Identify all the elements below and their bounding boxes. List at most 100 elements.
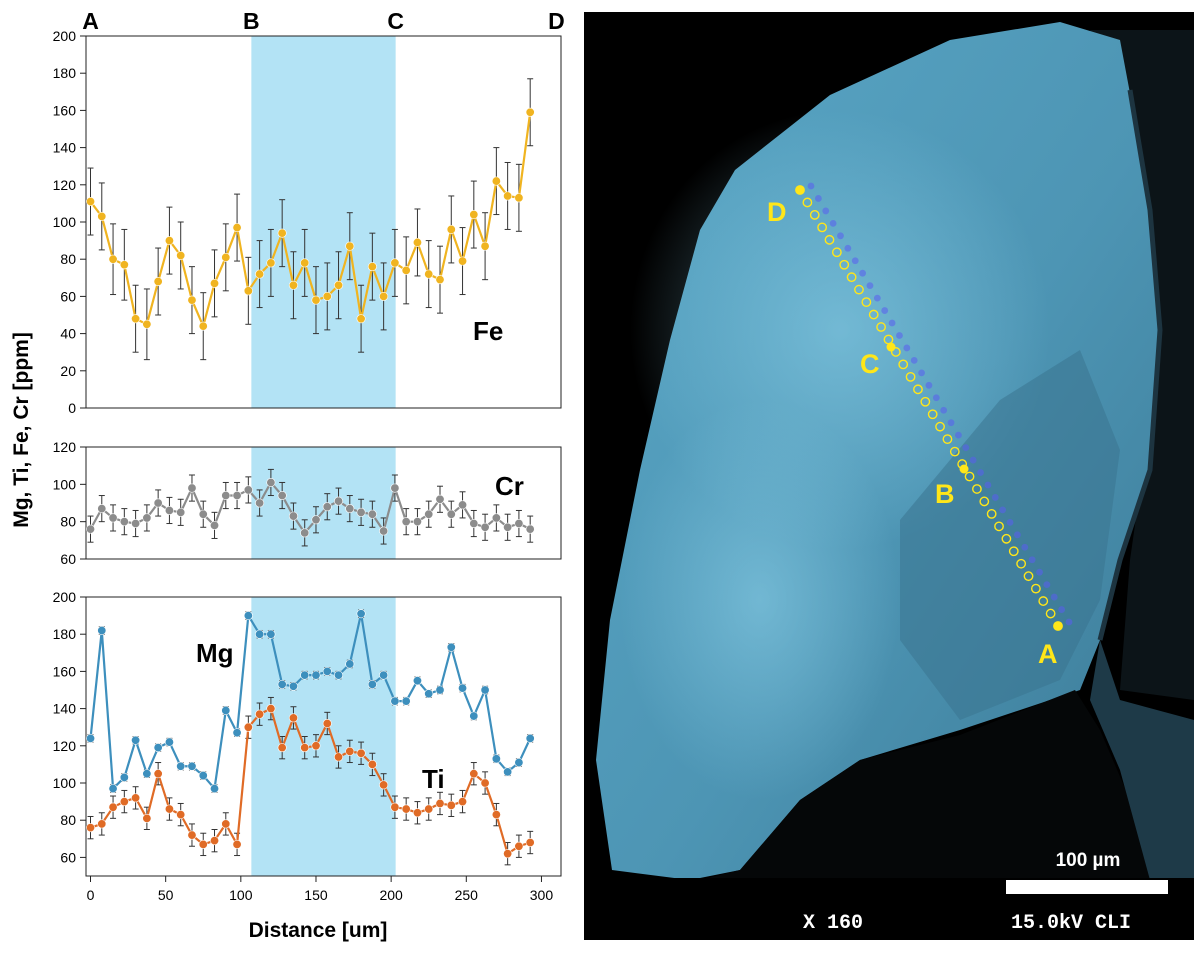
data-point xyxy=(322,502,332,512)
series-fe xyxy=(86,78,535,361)
measurement-point xyxy=(1030,583,1041,594)
data-point xyxy=(97,625,107,635)
data-point xyxy=(367,759,377,769)
point-label-a: A xyxy=(1038,639,1058,669)
laser-spot-trace xyxy=(932,394,940,402)
laser-spot-trace xyxy=(1014,531,1021,539)
measurement-point xyxy=(994,521,1004,532)
data-point xyxy=(311,741,321,751)
data-point xyxy=(142,513,152,523)
measurement-point xyxy=(876,322,886,332)
data-point xyxy=(97,819,107,829)
cl-micrograph: D C B A 100 µm X 160 15.0kV CLI xyxy=(584,12,1194,940)
series-cr xyxy=(86,468,535,547)
data-point xyxy=(176,250,186,260)
data-point xyxy=(345,241,355,251)
measurement-point xyxy=(839,259,850,270)
data-point xyxy=(401,696,411,706)
laser-spot-traces xyxy=(807,182,1073,626)
data-point xyxy=(356,609,366,619)
measurement-points xyxy=(795,185,1063,631)
y-tick-label: 200 xyxy=(53,28,77,44)
position-marker-b: B xyxy=(243,8,260,34)
data-point xyxy=(131,735,141,745)
data-point xyxy=(108,784,118,794)
data-point xyxy=(176,810,186,820)
data-point xyxy=(446,642,456,652)
data-point xyxy=(322,291,332,301)
data-point xyxy=(491,754,501,764)
data-point xyxy=(221,491,231,501)
laser-spot-trace xyxy=(859,269,866,277)
data-point xyxy=(142,813,152,823)
data-point xyxy=(187,830,197,840)
y-axis-label: Mg, Ti, Fe, Cr [ppm] xyxy=(10,332,33,528)
laser-spot-trace xyxy=(807,182,815,190)
measurement-point xyxy=(1016,558,1027,569)
data-point xyxy=(345,504,355,514)
data-point xyxy=(153,743,163,753)
measurement-point xyxy=(964,471,975,482)
data-point xyxy=(119,797,129,807)
grain-cavity xyxy=(700,690,1194,940)
data-point xyxy=(401,804,411,814)
data-point xyxy=(367,679,377,689)
laser-spot-trace xyxy=(940,406,948,414)
laser-spot-trace xyxy=(999,506,1007,514)
measurement-point xyxy=(854,284,864,295)
point-label-c: C xyxy=(860,349,880,379)
data-point xyxy=(379,780,389,790)
series-ti xyxy=(86,696,535,866)
data-point xyxy=(266,258,276,268)
plot-frame xyxy=(85,596,562,877)
data-point xyxy=(435,275,445,285)
measurement-point xyxy=(1038,596,1049,606)
grain-inner-rim xyxy=(1097,89,1163,641)
y-tick-label: 80 xyxy=(60,251,76,267)
laser-spot-trace xyxy=(866,282,874,290)
laser-spot-trace xyxy=(814,195,822,202)
y-tick-label: 160 xyxy=(53,663,77,679)
data-point xyxy=(97,211,107,221)
measurement-point xyxy=(802,197,813,208)
laser-spot-trace xyxy=(881,307,889,314)
data-point xyxy=(458,256,468,266)
position-marker-c: C xyxy=(387,8,404,34)
data-point xyxy=(288,511,298,521)
data-point xyxy=(153,769,163,779)
data-point xyxy=(266,477,276,487)
series-line xyxy=(89,112,532,328)
data-point xyxy=(525,733,535,743)
data-point xyxy=(277,491,287,501)
data-point xyxy=(469,519,479,529)
laser-spot-trace xyxy=(1043,581,1051,589)
data-point xyxy=(300,670,310,680)
data-point xyxy=(458,797,468,807)
laser-spot-trace xyxy=(955,431,962,439)
data-point xyxy=(458,683,468,693)
data-point xyxy=(424,804,434,814)
data-point xyxy=(334,670,344,680)
data-point xyxy=(243,286,253,296)
magnification-text: X 160 xyxy=(803,912,863,935)
y-tick-label: 100 xyxy=(53,214,77,230)
data-point xyxy=(435,798,445,808)
laser-spot-trace xyxy=(844,244,852,252)
y-tick-label: 100 xyxy=(53,476,77,492)
laser-spot-trace xyxy=(977,469,984,476)
laser-spot-trace xyxy=(1006,518,1014,526)
data-point xyxy=(221,252,231,262)
measurement-point xyxy=(831,247,842,258)
data-point xyxy=(119,517,129,527)
data-point xyxy=(198,839,208,849)
point-label-d: D xyxy=(767,197,787,227)
data-point xyxy=(232,491,242,501)
data-point xyxy=(288,713,298,723)
data-point xyxy=(412,517,422,527)
data-point xyxy=(277,743,287,753)
x-tick-label: 250 xyxy=(455,887,479,903)
data-point xyxy=(401,517,411,527)
measurement-point xyxy=(1001,533,1012,544)
data-point xyxy=(300,743,310,753)
data-point xyxy=(300,258,310,268)
